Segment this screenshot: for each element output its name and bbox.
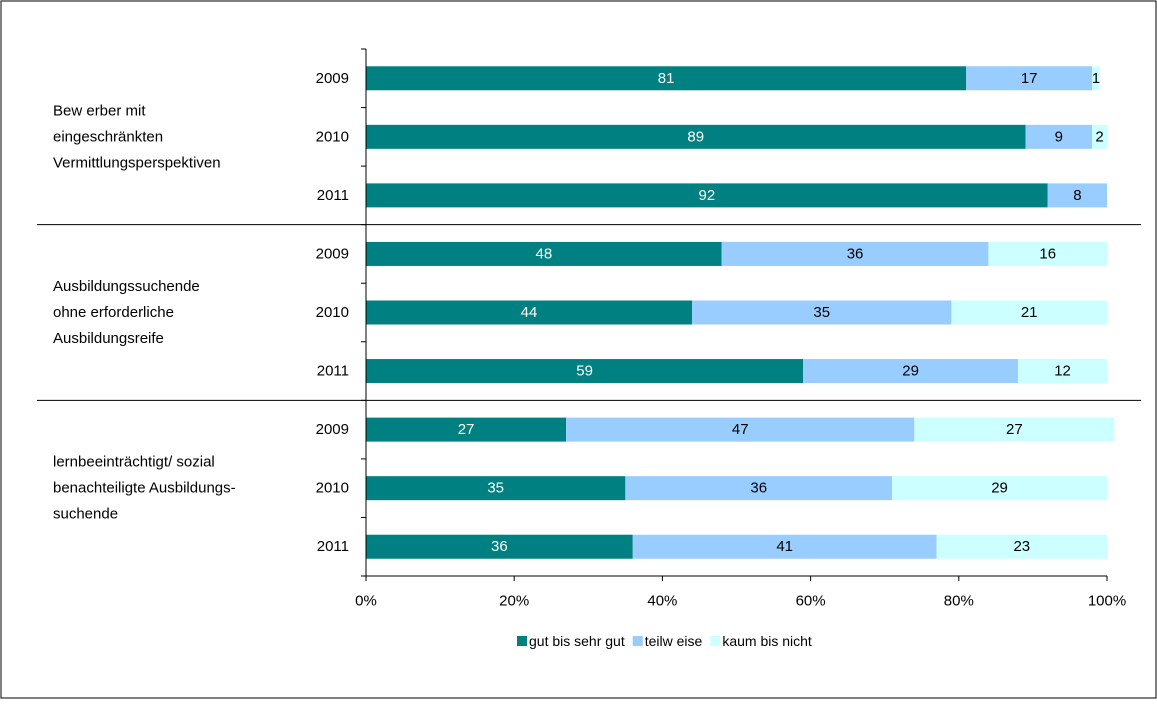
- data-label: 41: [776, 538, 793, 555]
- data-label: 8: [1073, 187, 1081, 204]
- data-label: 36: [847, 245, 864, 262]
- legend-label: gut bis sehr gut: [529, 633, 625, 649]
- x-tick-label: 100%: [1088, 593, 1126, 610]
- bar-segment: [1092, 66, 1100, 91]
- group-label: Ausbildungsreife: [53, 330, 164, 347]
- y-tick-label: 2011: [317, 187, 349, 204]
- legend-label: teilw eise: [645, 633, 703, 649]
- y-tick-label: 2011: [317, 538, 349, 555]
- data-label: 29: [902, 363, 919, 380]
- y-tick-label: 2009: [316, 70, 349, 87]
- bar-segment: [936, 534, 1107, 559]
- bar-segment: [1018, 359, 1107, 384]
- data-label: 27: [1006, 421, 1023, 438]
- x-tick-label: 80%: [944, 593, 974, 610]
- data-label: 92: [699, 187, 716, 204]
- bar-segment: [1047, 183, 1107, 208]
- bar-segment: [625, 476, 893, 501]
- bar-segment: [966, 66, 1093, 91]
- bar-segment: [892, 476, 1107, 501]
- data-label: 12: [1054, 363, 1071, 380]
- y-tick-label: 2010: [316, 304, 349, 321]
- bar-segment: [1025, 124, 1093, 149]
- bar-segment: [366, 476, 626, 501]
- data-label: 21: [1021, 304, 1038, 321]
- group-label: suchende: [53, 506, 118, 523]
- data-label: 48: [535, 245, 552, 262]
- group-label: Vermittlungsperspektiven: [53, 154, 221, 171]
- data-label: 36: [750, 480, 767, 497]
- bar-segment: [366, 417, 567, 442]
- data-label: 23: [1013, 538, 1030, 555]
- data-label: 35: [813, 304, 830, 321]
- data-label: 1: [1092, 70, 1100, 87]
- bar-segment: [366, 241, 722, 266]
- bar-segment: [366, 66, 967, 91]
- bar-segment: [632, 534, 937, 559]
- x-tick-label: 20%: [499, 593, 529, 610]
- bar-segment: [366, 183, 1048, 208]
- data-label: 29: [991, 480, 1008, 497]
- bar-segment: [692, 300, 952, 325]
- data-label: 47: [732, 421, 749, 438]
- data-label: 44: [521, 304, 538, 321]
- data-label: 27: [458, 421, 475, 438]
- bar-segment: [914, 417, 1115, 442]
- group-label: Bew erber mit: [53, 102, 146, 119]
- x-tick-label: 60%: [796, 593, 826, 610]
- legend-label: kaum bis nicht: [722, 633, 812, 649]
- bar-segment: [366, 124, 1026, 149]
- group-label: benachteiligte Ausbildungs-: [53, 480, 236, 497]
- bar-segment: [803, 359, 1019, 384]
- data-label: 9: [1055, 128, 1063, 145]
- data-label: 36: [491, 538, 508, 555]
- data-label: 17: [1021, 70, 1038, 87]
- data-label: 16: [1039, 245, 1056, 262]
- data-label: 2: [1095, 128, 1103, 145]
- bar-segment: [366, 534, 633, 559]
- y-tick-label: 2010: [316, 128, 349, 145]
- group-label: eingeschränkten: [53, 128, 163, 145]
- legend-swatch: [632, 636, 643, 646]
- legend-swatch: [517, 636, 527, 646]
- bar-segment: [366, 359, 804, 384]
- y-tick-label: 2009: [316, 421, 349, 438]
- x-tick-label: 40%: [647, 593, 677, 610]
- data-label: 89: [687, 128, 704, 145]
- bar-segment: [721, 241, 989, 266]
- data-label: 81: [658, 70, 675, 87]
- legend-swatch: [710, 636, 721, 646]
- bar-segment: [566, 417, 915, 442]
- x-tick-label: 0%: [355, 593, 377, 610]
- data-label: 59: [576, 363, 593, 380]
- y-tick-label: 2009: [316, 245, 349, 262]
- bar-segment: [951, 300, 1107, 325]
- group-label: Ausbildungssuchende: [53, 278, 200, 295]
- y-tick-label: 2010: [316, 480, 349, 497]
- data-label: 35: [487, 480, 504, 497]
- group-label: lernbeeinträchtigt/ sozial: [53, 454, 215, 471]
- bar-segment: [366, 300, 693, 325]
- group-label: ohne erforderliche: [53, 304, 174, 321]
- y-tick-label: 2011: [317, 363, 349, 380]
- bar-segment: [988, 241, 1107, 266]
- bar-segment: [1092, 124, 1107, 149]
